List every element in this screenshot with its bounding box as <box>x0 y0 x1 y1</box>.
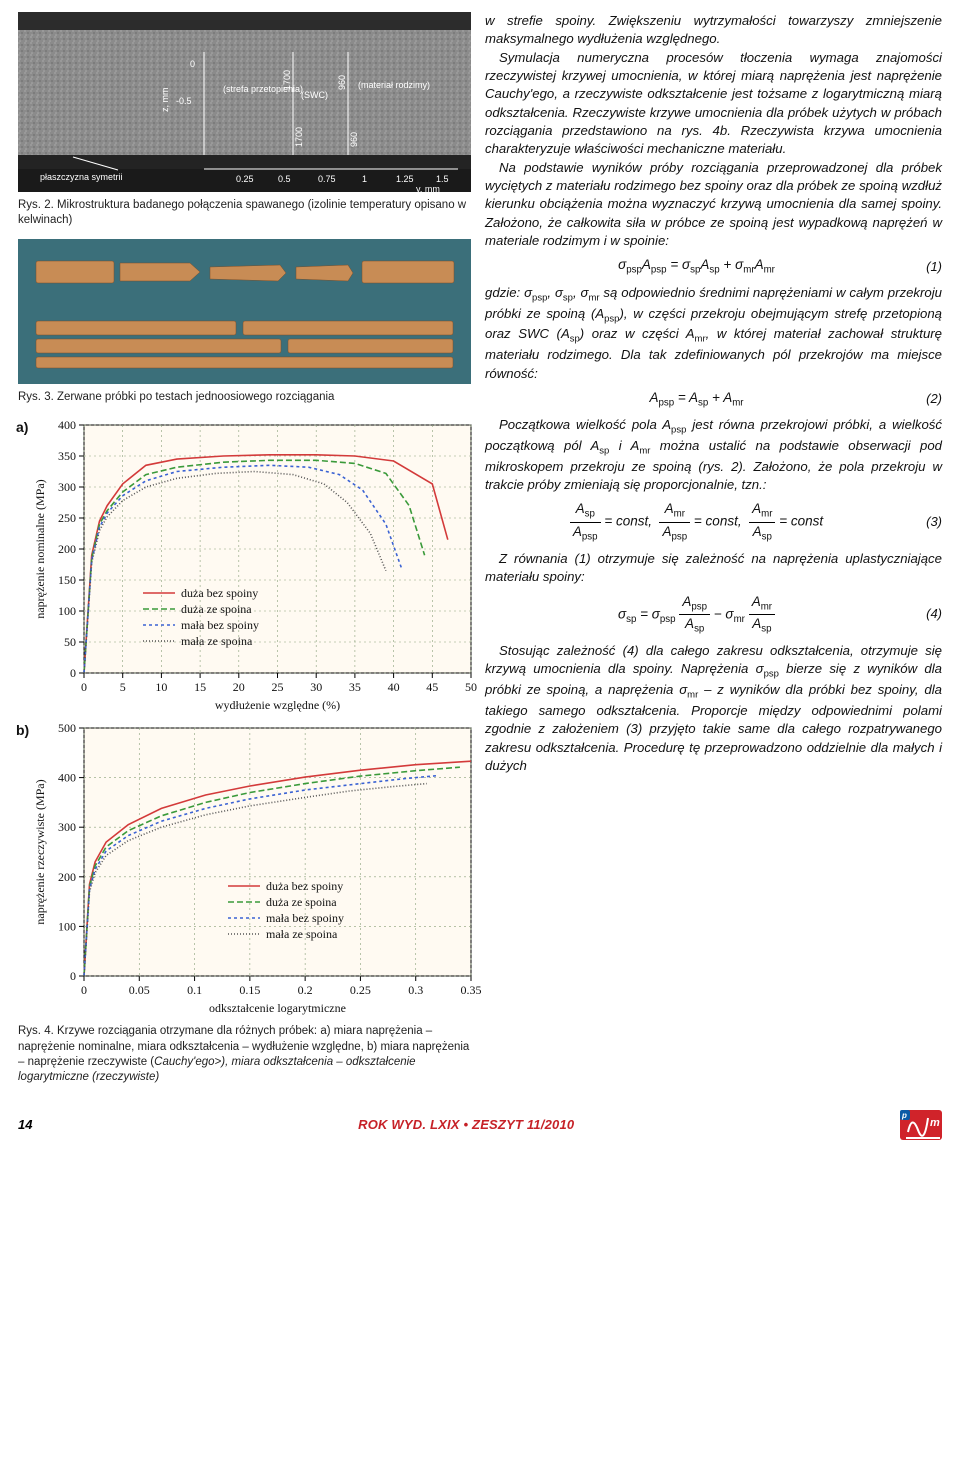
svg-text:p: p <box>901 1111 907 1120</box>
equation-4: σsp = σpsp ApspAsp − σmr AmrAsp (4) <box>485 593 942 636</box>
svg-text:0.25: 0.25 <box>236 174 254 184</box>
svg-text:0.25: 0.25 <box>350 983 371 997</box>
svg-text:0.15: 0.15 <box>239 983 260 997</box>
chart-a-svg: 0 5 10 15 20 25 30 35 40 45 50 0 50 100 150 200 250 300 35… <box>28 415 481 715</box>
svg-text:10: 10 <box>155 680 167 694</box>
figure-3-caption: Rys. 3. Zerwane próbki po testach jednoo… <box>18 390 471 405</box>
svg-text:100: 100 <box>58 604 76 618</box>
journal-logo-icon: m p <box>900 1110 942 1140</box>
svg-text:duża ze spoina: duża ze spoina <box>181 602 252 616</box>
chart-a-wrap: a) 0510152025303540455005010015020025030… <box>18 415 471 718</box>
svg-text:960: 960 <box>349 132 359 147</box>
svg-text:mała bez spoiny: mała bez spoiny <box>181 618 259 632</box>
figure-3: Rys. 3. Zerwane próbki po testach jednoo… <box>18 239 471 405</box>
svg-text:0: 0 <box>70 969 76 983</box>
svg-text:40: 40 <box>388 680 400 694</box>
svg-text:300: 300 <box>58 820 76 834</box>
svg-text:duża bez spoiny: duża bez spoiny <box>181 586 258 600</box>
svg-text:odkształcenie logarytmiczne: odkształcenie logarytmiczne <box>209 1001 346 1015</box>
svg-text:naprężenie rzeczywiste (MPa): naprężenie rzeczywiste (MPa) <box>33 780 47 925</box>
figure-4-caption: Rys. 4. Krzywe rozciągania otrzymane dla… <box>18 1024 471 1086</box>
svg-text:1700: 1700 <box>282 70 292 90</box>
svg-text:400: 400 <box>58 418 76 432</box>
page-number: 14 <box>18 1117 32 1132</box>
svg-text:0.05: 0.05 <box>129 983 150 997</box>
svg-text:(SWC): (SWC) <box>301 90 328 100</box>
chart-b-svg: 0 0.05 0.1 0.15 0.2 0.25 0.3 0.35 0 100 200 300 400 5… <box>28 718 481 1018</box>
page-footer: 14 ROK WYD. LXIX • ZESZYT 11/2010 m p <box>18 1106 942 1148</box>
para-7: Stosując zależność (4) dla całego zakres… <box>485 642 942 775</box>
svg-text:mała ze spoina: mała ze spoina <box>181 634 253 648</box>
svg-text:0.3: 0.3 <box>408 983 423 997</box>
svg-text:35: 35 <box>349 680 361 694</box>
svg-text:300: 300 <box>58 480 76 494</box>
chart-b-wrap: b) 00.050.10.150.20.250.30.3501002003004… <box>18 718 471 1021</box>
svg-text:mała ze spoina: mała ze spoina <box>266 927 338 941</box>
issue-info: ROK WYD. LXIX • ZESZYT 11/2010 <box>358 1117 574 1132</box>
svg-text:50: 50 <box>64 635 76 649</box>
svg-text:z, mm: z, mm <box>160 88 170 113</box>
para-1: w strefie spoiny. Zwiększeniu wytrzymało… <box>485 12 942 49</box>
svg-text:150: 150 <box>58 573 76 587</box>
equation-1: σpspApsp = σspAsp + σmrAmr (1) <box>485 256 942 277</box>
svg-text:50: 50 <box>465 680 477 694</box>
svg-text:(materiał rodzimy): (materiał rodzimy) <box>358 80 430 90</box>
svg-text:0.2: 0.2 <box>298 983 313 997</box>
body-text: w strefie spoiny. Zwiększeniu wytrzymało… <box>485 12 942 775</box>
svg-text:m: m <box>930 1117 940 1129</box>
svg-text:wydłużenie względne (%): wydłużenie względne (%) <box>215 698 340 712</box>
svg-text:200: 200 <box>58 870 76 884</box>
svg-text:0: 0 <box>81 983 87 997</box>
figure-2: płaszczyzna symetrii 0 -0.5 z, mm (stref… <box>18 12 471 229</box>
svg-text:500: 500 <box>58 721 76 735</box>
sym-plane-label: płaszczyzna symetrii <box>40 172 123 182</box>
svg-text:15: 15 <box>194 680 206 694</box>
svg-text:250: 250 <box>58 511 76 525</box>
svg-text:5: 5 <box>120 680 126 694</box>
svg-text:100: 100 <box>58 920 76 934</box>
samples-svg <box>18 239 471 384</box>
svg-text:0.5: 0.5 <box>278 174 291 184</box>
svg-text:duża bez spoiny: duża bez spoiny <box>266 879 343 893</box>
svg-text:-0.5: -0.5 <box>176 96 192 106</box>
svg-text:200: 200 <box>58 542 76 556</box>
svg-text:0: 0 <box>190 59 195 69</box>
svg-text:1700: 1700 <box>294 127 304 147</box>
svg-text:400: 400 <box>58 771 76 785</box>
svg-text:0.1: 0.1 <box>187 983 202 997</box>
svg-text:0: 0 <box>70 666 76 680</box>
svg-text:45: 45 <box>426 680 438 694</box>
micrograph-svg: płaszczyzna symetrii 0 -0.5 z, mm (stref… <box>18 12 471 192</box>
svg-text:1.5: 1.5 <box>436 174 449 184</box>
svg-text:0.75: 0.75 <box>318 174 336 184</box>
svg-text:duża ze spoina: duża ze spoina <box>266 895 337 909</box>
svg-text:1.25: 1.25 <box>396 174 414 184</box>
svg-text:mała bez spoiny: mała bez spoiny <box>266 911 344 925</box>
para-5: Początkowa wielkość pola Apsp jest równa… <box>485 416 942 494</box>
chart-b-label: b) <box>16 722 29 738</box>
svg-text:1: 1 <box>362 174 367 184</box>
svg-text:0.35: 0.35 <box>461 983 482 997</box>
svg-text:350: 350 <box>58 449 76 463</box>
svg-text:0: 0 <box>81 680 87 694</box>
svg-text:20: 20 <box>233 680 245 694</box>
chart-a-label: a) <box>16 419 28 435</box>
svg-text:30: 30 <box>310 680 322 694</box>
equation-2: Apsp = Asp + Amr (2) <box>485 389 942 410</box>
svg-text:y, mm: y, mm <box>416 184 440 192</box>
para-4: gdzie: σpsp, σsp, σmr są odpowiednio śre… <box>485 284 942 383</box>
para-2: Symulacja numeryczna procesów tłoczenia … <box>485 49 942 159</box>
figure-2-caption: Rys. 2. Mikrostruktura badanego połączen… <box>18 198 471 229</box>
para-6: Z równania (1) otrzymuje się zależność n… <box>485 550 942 587</box>
para-3: Na podstawie wyników próby rozciągania p… <box>485 159 942 251</box>
svg-text:960: 960 <box>337 75 347 90</box>
svg-text:25: 25 <box>272 680 284 694</box>
svg-text:naprężenie nominalne (MPa): naprężenie nominalne (MPa) <box>33 480 47 619</box>
equation-3: AspApsp = const, AmrApsp = const, AmrAsp… <box>485 500 942 543</box>
